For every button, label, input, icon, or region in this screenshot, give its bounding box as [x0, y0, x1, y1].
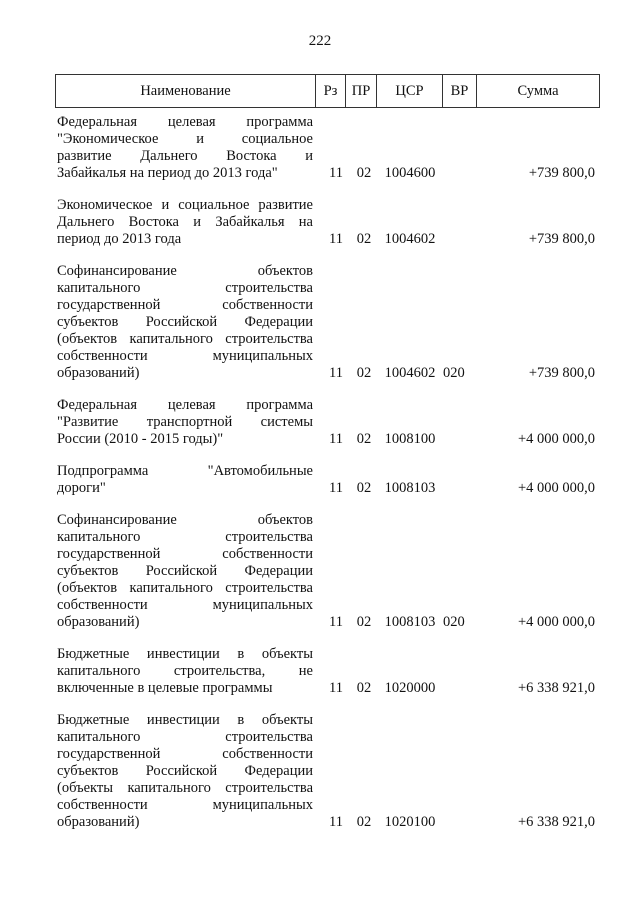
cell-pr: 02: [356, 814, 372, 830]
table-row: Бюджетные инвестиции в объекты капитально…: [57, 712, 597, 831]
table-body: Федеральная целевая программа "Экономичес…: [57, 114, 597, 846]
cell-sum: +6 338 921,0: [517, 680, 595, 696]
cell-rz: 11: [329, 431, 343, 447]
header-sum: Сумма: [517, 82, 559, 99]
table-header: Наименование Рз ПР ЦСР ВР Сумма: [55, 74, 600, 108]
cell-csr: 1020100: [384, 814, 436, 830]
cell-pr: 02: [356, 431, 372, 447]
name-line: Софинансирование объектов: [57, 263, 313, 279]
cell-pr: 02: [356, 365, 372, 381]
row-name: Федеральная целевая программа "Развитие т…: [57, 397, 313, 448]
name-line: "Развитие транспортной системы: [57, 414, 313, 430]
name-line: "Экономическое и социальное: [57, 131, 313, 147]
cell-csr: 1008103: [384, 480, 436, 496]
header-name: Наименование: [56, 75, 316, 107]
cell-vr: 020: [443, 365, 465, 381]
row-name: Федеральная целевая программа "Экономичес…: [57, 114, 313, 182]
cell-csr: 1020000: [384, 680, 436, 696]
name-line: государственной собственности: [57, 297, 313, 313]
cell-pr: 02: [356, 231, 372, 247]
name-line: собственности муниципальных: [57, 348, 313, 364]
name-line: Подпрограмма "Автомобильные: [57, 463, 313, 479]
name-line: дороги": [57, 480, 106, 496]
header-pr: ПР: [346, 75, 377, 107]
name-line: капитального строительства, не: [57, 663, 313, 679]
name-line: капитального строительства: [57, 729, 313, 745]
name-line: Бюджетные инвестиции в объекты: [57, 646, 313, 662]
cell-csr: 1004600: [384, 165, 436, 181]
cell-csr: 1008103: [384, 614, 436, 630]
name-line: (объекты капитального строительства: [57, 780, 313, 796]
name-line: включенные в целевые программы: [57, 680, 273, 696]
page-number: 222: [308, 33, 332, 49]
row-name: Экономическое и социальное развитие Дальн…: [57, 197, 313, 248]
cell-rz: 11: [329, 680, 343, 696]
table-row: Экономическое и социальное развитие Дальн…: [57, 197, 597, 248]
header-vr: ВР: [443, 75, 477, 107]
cell-sum: +739 800,0: [528, 365, 595, 381]
cell-csr: 1008100: [384, 431, 436, 447]
cell-sum: +739 800,0: [528, 165, 595, 181]
cell-sum: +739 800,0: [528, 231, 595, 247]
cell-pr: 02: [356, 614, 372, 630]
table-row: Федеральная целевая программа "Развитие т…: [57, 397, 597, 448]
name-line: (объектов капитального строительства: [57, 580, 313, 596]
name-line: капитального строительства: [57, 280, 313, 296]
name-line: образований): [57, 614, 140, 630]
name-line: субъектов Российской Федерации: [57, 763, 313, 779]
name-line: (объектов капитального строительства: [57, 331, 313, 347]
cell-sum: +4 000 000,0: [517, 431, 595, 447]
row-name: Софинансирование объектов капитального ст…: [57, 263, 313, 382]
row-name: Софинансирование объектов капитального ст…: [57, 512, 313, 631]
table-row: Софинансирование объектов капитального ст…: [57, 512, 597, 631]
name-line: собственности муниципальных: [57, 597, 313, 613]
cell-sum: +4 000 000,0: [517, 614, 595, 630]
cell-pr: 02: [356, 680, 372, 696]
cell-sum: +4 000 000,0: [517, 480, 595, 496]
name-line: собственности муниципальных: [57, 797, 313, 813]
cell-rz: 11: [329, 614, 343, 630]
name-line: Забайкалья на период до 2013 года": [57, 165, 278, 181]
cell-rz: 11: [329, 365, 343, 381]
table-row: Софинансирование объектов капитального ст…: [57, 263, 597, 382]
cell-rz: 11: [329, 480, 343, 496]
table-row: Подпрограмма "Автомобильные дороги" 11 02 10…: [57, 463, 597, 497]
name-line: Софинансирование объектов: [57, 512, 313, 528]
table-row: Федеральная целевая программа "Экономичес…: [57, 114, 597, 182]
name-line: Дальнего Востока и Забайкалья на: [57, 214, 313, 230]
name-line: России (2010 - 2015 годы)": [57, 431, 224, 447]
cell-pr: 02: [356, 165, 372, 181]
cell-csr: 1004602: [384, 231, 436, 247]
row-name: Бюджетные инвестиции в объекты капитально…: [57, 646, 313, 697]
cell-sum: +6 338 921,0: [517, 814, 595, 830]
name-line: Экономическое и социальное развитие: [57, 197, 313, 213]
cell-rz: 11: [329, 165, 343, 181]
row-name: Подпрограмма "Автомобильные дороги": [57, 463, 313, 497]
row-name: Бюджетные инвестиции в объекты капитально…: [57, 712, 313, 831]
cell-rz: 11: [329, 814, 343, 830]
name-line: развитие Дальнего Востока и: [57, 148, 313, 164]
name-line: образований): [57, 814, 140, 830]
cell-rz: 11: [329, 231, 343, 247]
name-line: субъектов Российской Федерации: [57, 563, 313, 579]
cell-vr: 020: [443, 614, 465, 630]
cell-pr: 02: [356, 480, 372, 496]
name-line: образований): [57, 365, 140, 381]
name-line: капитального строительства: [57, 529, 313, 545]
header-csr: ЦСР: [377, 75, 443, 107]
header-rz: Рз: [316, 75, 346, 107]
name-line: субъектов Российской Федерации: [57, 314, 313, 330]
table-row: Бюджетные инвестиции в объекты капитально…: [57, 646, 597, 697]
name-line: Бюджетные инвестиции в объекты: [57, 712, 313, 728]
name-line: государственной собственности: [57, 546, 313, 562]
name-line: Федеральная целевая программа: [57, 397, 313, 413]
name-line: государственной собственности: [57, 746, 313, 762]
name-line: период до 2013 года: [57, 231, 182, 247]
name-line: Федеральная целевая программа: [57, 114, 313, 130]
cell-csr: 1004602: [384, 365, 436, 381]
